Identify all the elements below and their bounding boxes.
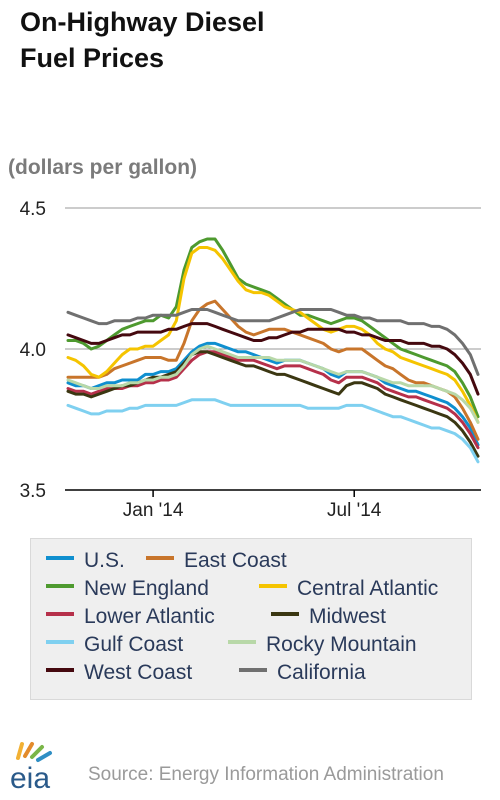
legend-item: New England	[46, 577, 209, 601]
chart-units-label: (dollars per gallon)	[8, 156, 198, 179]
line-chart: 3.5 4.0 4.5 Jan '14 Jul '14	[20, 199, 481, 521]
legend-label: U.S.	[84, 549, 125, 572]
y-tick-label: 3.5	[20, 481, 46, 502]
legend-swatch	[146, 556, 174, 561]
footer: eia Source: Energy Information Administr…	[0, 738, 500, 798]
legend-label: Gulf Coast	[84, 633, 184, 656]
legend-item: California	[239, 661, 366, 685]
legend-swatch	[46, 584, 74, 589]
legend-item: Central Atlantic	[259, 577, 438, 601]
chart-legend: U.S. East Coast New England Central Atlanti…	[30, 538, 472, 700]
y-tick-label: 4.5	[20, 199, 46, 220]
series-line-california	[66, 308, 480, 376]
x-tick-label: Jul '14	[327, 500, 382, 521]
legend-swatch	[271, 612, 299, 617]
legend-item: Midwest	[271, 605, 386, 629]
legend-swatch	[228, 640, 256, 645]
legend-label: Midwest	[309, 605, 387, 628]
legend-label: Rocky Mountain	[266, 633, 417, 656]
legend-item: Gulf Coast	[46, 633, 183, 657]
chart-title: On-Highway Diesel Fuel Prices	[20, 4, 265, 76]
legend-label: Central Atlantic	[297, 577, 439, 600]
series-line-east-coast	[66, 299, 480, 441]
y-tick-label: 4.0	[20, 340, 46, 361]
series-line-new-england	[66, 237, 480, 419]
legend-item: U.S.	[46, 549, 125, 573]
series-line-rocky-mountain	[66, 344, 480, 424]
legend-label: New England	[84, 577, 209, 600]
legend-swatch	[239, 668, 267, 673]
x-tick-label: Jan '14	[123, 500, 184, 521]
legend-item: East Coast	[146, 549, 287, 573]
legend-swatch	[46, 640, 74, 645]
eia-logo: eia	[10, 742, 52, 794]
legend-swatch	[46, 668, 74, 673]
legend-swatch	[46, 612, 74, 617]
legend-swatch	[259, 584, 287, 589]
series-line-west-coast	[66, 322, 480, 396]
series-line-gulf-coast	[66, 398, 480, 464]
legend-swatch	[46, 556, 74, 561]
series-line-central-atlantic	[66, 246, 480, 424]
source-note: Source: Energy Information Administratio…	[88, 764, 444, 785]
legend-item: Rocky Mountain	[228, 633, 417, 657]
legend-label: West Coast	[84, 661, 193, 684]
legend-item: Lower Atlantic	[46, 605, 215, 629]
eia-logo-text: eia	[10, 762, 50, 794]
legend-label: Lower Atlantic	[84, 605, 215, 628]
legend-label: East Coast	[184, 549, 287, 572]
series-line-lower-atlantic	[66, 350, 480, 450]
series-line-u-s-	[66, 341, 480, 447]
chart-title-line-2: Fuel Prices	[20, 43, 165, 73]
legend-item: West Coast	[46, 661, 192, 685]
legend-label: California	[277, 661, 366, 684]
chart-title-line-1: On-Highway Diesel	[20, 7, 265, 37]
